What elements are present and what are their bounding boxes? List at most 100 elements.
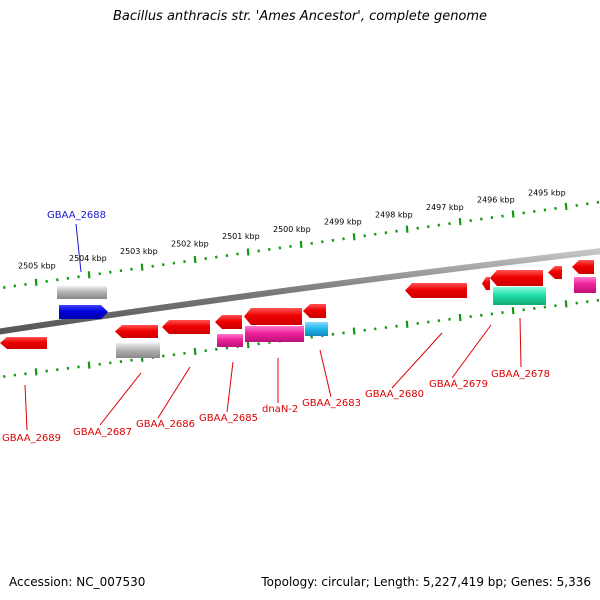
major-tick xyxy=(34,368,38,376)
genome-backbone-arc xyxy=(0,248,600,335)
upper-tick-track xyxy=(2,200,600,289)
minor-tick xyxy=(490,312,494,316)
gene-gbaa-2687-feature[interactable] xyxy=(116,343,160,358)
kbp-ruler: 2505 kbp 2504 kbp 2503 kbp 2502 kbp 2501 kbp… xyxy=(2,188,600,379)
minor-tick xyxy=(108,270,112,274)
minor-tick xyxy=(416,321,420,325)
major-tick xyxy=(299,240,303,248)
minor-tick xyxy=(183,351,186,355)
gene-gbaa-2676-feature[interactable] xyxy=(574,277,596,293)
minor-tick xyxy=(575,203,579,207)
gene-label-gbaa-2685[interactable]: GBAA_2685 xyxy=(199,413,258,424)
major-tick xyxy=(352,327,356,335)
gene-gbaa-2688-feature[interactable] xyxy=(57,286,107,299)
gene-label-gbaa-2686[interactable]: GBAA_2686 xyxy=(136,419,195,430)
major-tick xyxy=(405,225,409,233)
minor-tick xyxy=(204,349,208,353)
major-tick xyxy=(458,218,462,226)
major-tick xyxy=(458,313,462,322)
minor-tick xyxy=(55,278,59,282)
gene-gbaa-2678[interactable] xyxy=(493,287,546,305)
minor-tick xyxy=(267,247,271,251)
minor-tick xyxy=(66,366,70,370)
gene-label-gbaa-2680[interactable]: GBAA_2680 xyxy=(365,389,424,400)
gene-gbaa-2683-feature[interactable] xyxy=(305,322,328,336)
minor-tick xyxy=(522,308,526,312)
minor-tick xyxy=(331,332,335,336)
major-tick xyxy=(193,347,197,356)
gene-gbaa-2680[interactable] xyxy=(405,283,467,298)
scale-label: 2499 kbp xyxy=(324,218,362,227)
gene-label-gbaa-2679[interactable]: GBAA_2679 xyxy=(429,379,488,390)
genome-summary-text: Topology: circular; Length: 5,227,419 bp… xyxy=(261,575,591,589)
minor-tick xyxy=(363,328,367,332)
gene-label-dnan-2[interactable]: dnaN-2 xyxy=(262,404,298,415)
leader-line xyxy=(157,366,191,419)
minor-tick xyxy=(55,368,59,372)
minor-tick xyxy=(310,335,314,339)
minor-tick xyxy=(426,320,430,324)
gene-label-gbaa-2688[interactable]: GBAA_2688 xyxy=(47,210,106,221)
minor-tick xyxy=(426,225,430,229)
major-tick xyxy=(511,307,515,315)
gene-gbaa-2687[interactable] xyxy=(115,325,158,338)
minor-tick xyxy=(77,275,80,279)
minor-tick xyxy=(13,284,17,288)
gene-gbaa-2685-feature[interactable] xyxy=(217,334,243,347)
minor-tick xyxy=(119,359,123,364)
minor-tick xyxy=(24,282,27,286)
minor-tick xyxy=(373,327,377,331)
minor-tick xyxy=(575,301,579,305)
gene-gbaa-2677[interactable] xyxy=(548,266,562,279)
minor-tick xyxy=(416,226,420,230)
minor-tick xyxy=(342,237,345,241)
minor-tick xyxy=(172,261,176,265)
gene-dnan-2[interactable] xyxy=(244,308,302,325)
minor-tick xyxy=(479,313,483,317)
gene-gbaa-2678-a[interactable] xyxy=(490,270,543,286)
gene-gbaa-2679[interactable] xyxy=(482,277,490,290)
minor-tick xyxy=(289,244,292,248)
gene-label-gbaa-2683[interactable]: GBAA_2683 xyxy=(302,398,361,409)
gene-gbaa-2686[interactable] xyxy=(162,320,210,334)
gene-gbaa-2685[interactable] xyxy=(215,315,242,329)
minor-tick xyxy=(108,361,112,365)
scale-label: 2504 kbp xyxy=(69,254,107,263)
gene-gbaa-2688[interactable] xyxy=(59,305,108,319)
minor-tick xyxy=(320,240,324,244)
major-tick xyxy=(352,233,356,241)
gene-label-leaders xyxy=(24,223,522,431)
minor-tick xyxy=(532,209,536,214)
minor-tick xyxy=(45,369,49,373)
gene-gbaa-2689[interactable] xyxy=(0,337,47,349)
minor-tick xyxy=(214,347,218,351)
minor-tick xyxy=(469,219,473,223)
minor-tick xyxy=(384,325,388,330)
minor-tick xyxy=(585,300,589,304)
gene-label-gbaa-2687[interactable]: GBAA_2687 xyxy=(73,427,132,438)
minor-tick xyxy=(225,346,229,350)
scale-label: 2498 kbp xyxy=(375,210,413,219)
minor-tick xyxy=(2,374,6,379)
minor-tick xyxy=(66,276,70,280)
leader-line xyxy=(24,384,28,431)
minor-tick xyxy=(543,305,547,309)
minor-tick xyxy=(448,222,451,226)
minor-tick xyxy=(77,365,80,369)
gene-label-gbaa-2689[interactable]: GBAA_2689 xyxy=(2,433,61,444)
scale-label: 2503 kbp xyxy=(120,247,158,256)
minor-tick xyxy=(331,238,335,242)
gene-dnan-2-feature[interactable] xyxy=(245,326,304,342)
gene-label-gbaa-2678[interactable]: GBAA_2678 xyxy=(491,369,550,380)
leader-line xyxy=(99,372,142,426)
minor-tick xyxy=(183,260,186,264)
gene-gbaa-2676[interactable] xyxy=(572,260,594,274)
gene-gbaa-2683[interactable] xyxy=(303,304,326,318)
minor-tick xyxy=(2,285,6,289)
minor-tick xyxy=(490,215,494,220)
minor-tick xyxy=(130,267,133,271)
minor-tick xyxy=(24,372,27,376)
scale-label: 2505 kbp xyxy=(18,261,56,270)
